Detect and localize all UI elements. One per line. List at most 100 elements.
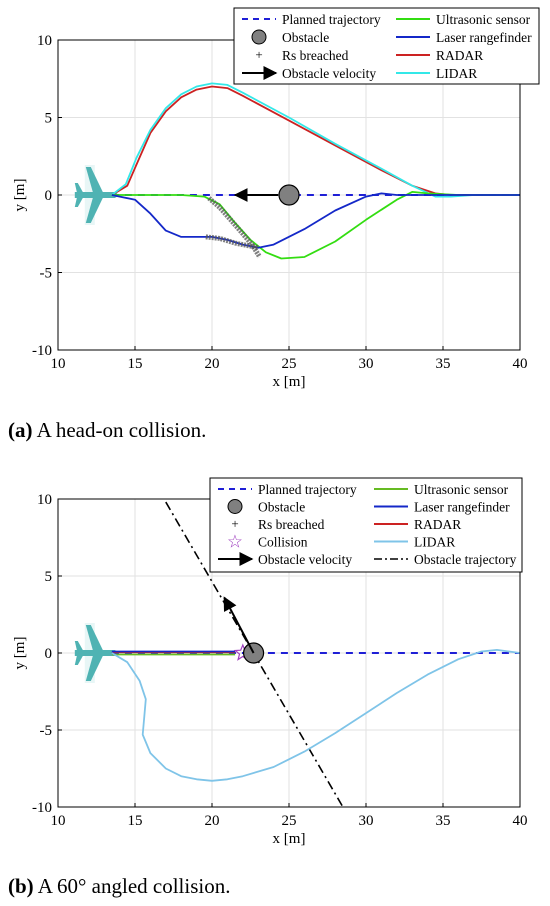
x-tick-label: 10 [51,356,66,372]
y-axis-label: y [m] [12,179,28,212]
plot-area [74,82,520,260]
aircraft-tail-top [74,183,83,192]
aircraft-icon [74,623,118,683]
x-tick-label: 25 [282,356,297,372]
legend-item: RADAR [396,48,483,63]
caption-text: A 60° angled collision. [33,874,231,898]
legend-swatch-plus: + [255,47,262,62]
x-tick-label: 35 [436,813,451,829]
caption-label: (a) [8,418,33,442]
legend-swatch-star: ☆ [227,532,243,552]
caption-label: (b) [8,874,34,898]
x-tick-label: 15 [128,813,143,829]
caption-angled: (b) A 60° angled collision. [8,874,230,899]
x-tick-label: 25 [282,813,297,829]
y-tick-label: -10 [32,343,52,359]
legend-label: Rs breached [258,517,325,532]
legend-label: LIDAR [436,66,477,81]
legend-label: RADAR [414,517,461,532]
aircraft-tail-bottom [74,656,83,665]
legend-item: Obstacle [251,29,329,45]
x-tick-label: 30 [359,813,374,829]
legend-label: Planned trajectory [258,482,357,497]
legend-label: Obstacle trajectory [414,552,517,567]
x-tick-label: 15 [128,356,143,372]
legend-label: Obstacle [282,30,329,45]
aircraft-fuselage [74,192,118,198]
legend-swatch-circle [227,499,243,514]
y-tick-label: -5 [40,723,53,739]
legend-item: Planned trajectory [242,12,381,27]
obstacle-marker [278,184,300,206]
legend-item: Ultrasonic sensor [374,482,509,497]
legend-label: Laser rangefinder [414,500,510,515]
y-tick-label: 0 [45,646,53,662]
x-tick-label: 20 [205,356,220,372]
legend-item: LIDAR [396,66,477,81]
legend-item: Obstacle velocity [242,66,376,81]
chart-head-on: 10 15 20 25 30 35 40 -10 -5 0 5 10 x [m] y [m] Planned… [12,7,540,390]
legend-item: + Rs breached [231,516,324,532]
legend-label: Collision [258,535,308,550]
aircraft-wing-bottom [85,656,103,681]
legend-item: + Rs breached [255,47,348,63]
legend: Planned trajectory Ultrasonic sensor Obsta… [209,477,523,573]
legend-item: Laser rangefinder [396,30,532,45]
aircraft-tail-bottom [74,198,83,207]
y-tick-label: 5 [45,111,53,127]
series-line-laser-rangefinder [111,192,520,249]
caption-head-on: (a) A head-on collision. [8,418,206,443]
rs-breached-markers [207,196,262,259]
legend-frame [233,7,540,85]
y-tick-label: 5 [45,569,53,585]
x-tick-label: 40 [513,356,528,372]
legend-item: ☆ Collision [227,532,308,552]
aircraft-tail-top [74,641,83,650]
y-tick-label: -5 [40,266,53,282]
x-tick-label: 40 [513,813,528,829]
obstacle-marker [242,642,265,664]
x-tick-label: 30 [359,356,374,372]
x-axis-label: x [m] [273,374,306,390]
x-tick-label: 35 [436,356,451,372]
legend-item: Obstacle trajectory [374,552,517,567]
legend-item: Obstacle [227,499,305,515]
legend-label: RADAR [436,48,483,63]
legend-label: Rs breached [282,48,349,63]
series-line-ultrasonic-sensor [111,190,520,260]
legend-label: Obstacle [258,500,305,515]
aircraft-wing-top [85,625,103,650]
y-tick-label: -10 [32,800,52,816]
aircraft-icon [74,165,118,225]
caption-text: A head-on collision. [32,418,207,442]
legend-label: LIDAR [414,535,455,550]
y-axis-label: y [m] [12,637,28,670]
legend-item: Laser rangefinder [374,500,510,515]
legend: Planned trajectory Ultrasonic sensor Obsta… [233,7,540,85]
legend-frame [209,477,523,573]
obstacle-velocity-arrow [223,596,255,654]
legend-item: LIDAR [374,535,455,550]
legend-label: Obstacle velocity [282,66,376,81]
series-line-lidar [111,648,520,782]
legend-item: Ultrasonic sensor [396,12,531,27]
y-tick-label: 0 [45,188,53,204]
legend-label: Obstacle velocity [258,552,352,567]
series-line-lidar [111,82,520,198]
rs-breached-markers [205,234,259,251]
aircraft-fuselage [74,650,118,656]
plot-area [74,501,520,807]
x-axis-label: x [m] [273,831,306,847]
legend-item: Obstacle velocity [218,552,352,567]
y-tick-label: 10 [37,33,52,49]
legend-swatch-plus: + [231,516,238,531]
legend-item: RADAR [374,517,461,532]
aircraft-wing-top [85,167,103,192]
x-tick-label: 10 [51,813,66,829]
y-tick-label: 10 [37,492,52,508]
legend-label: Ultrasonic sensor [414,482,509,497]
legend-swatch-circle [251,29,267,45]
x-tick-label: 20 [205,813,220,829]
legend-label: Ultrasonic sensor [436,12,531,27]
aircraft-wing-bottom [85,198,103,223]
